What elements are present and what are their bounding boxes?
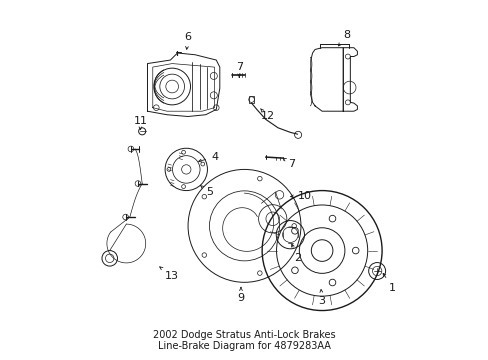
Text: 3: 3 xyxy=(318,289,325,306)
Text: 9: 9 xyxy=(237,288,244,303)
Bar xyxy=(248,96,254,103)
Text: 12: 12 xyxy=(260,109,274,121)
Text: 11: 11 xyxy=(133,116,147,130)
Text: 4: 4 xyxy=(198,152,218,162)
Text: 13: 13 xyxy=(160,267,179,281)
Text: 2002 Dodge Stratus Anti-Lock Brakes
Line-Brake Diagram for 4879283AA: 2002 Dodge Stratus Anti-Lock Brakes Line… xyxy=(153,330,335,351)
Text: 10: 10 xyxy=(290,191,311,201)
Text: 8: 8 xyxy=(338,30,350,46)
Text: 7: 7 xyxy=(235,62,242,78)
Text: 5: 5 xyxy=(200,186,212,197)
Text: 7: 7 xyxy=(283,158,295,169)
Text: 1: 1 xyxy=(382,273,395,293)
Text: 2: 2 xyxy=(291,244,301,262)
Text: 6: 6 xyxy=(184,32,191,49)
